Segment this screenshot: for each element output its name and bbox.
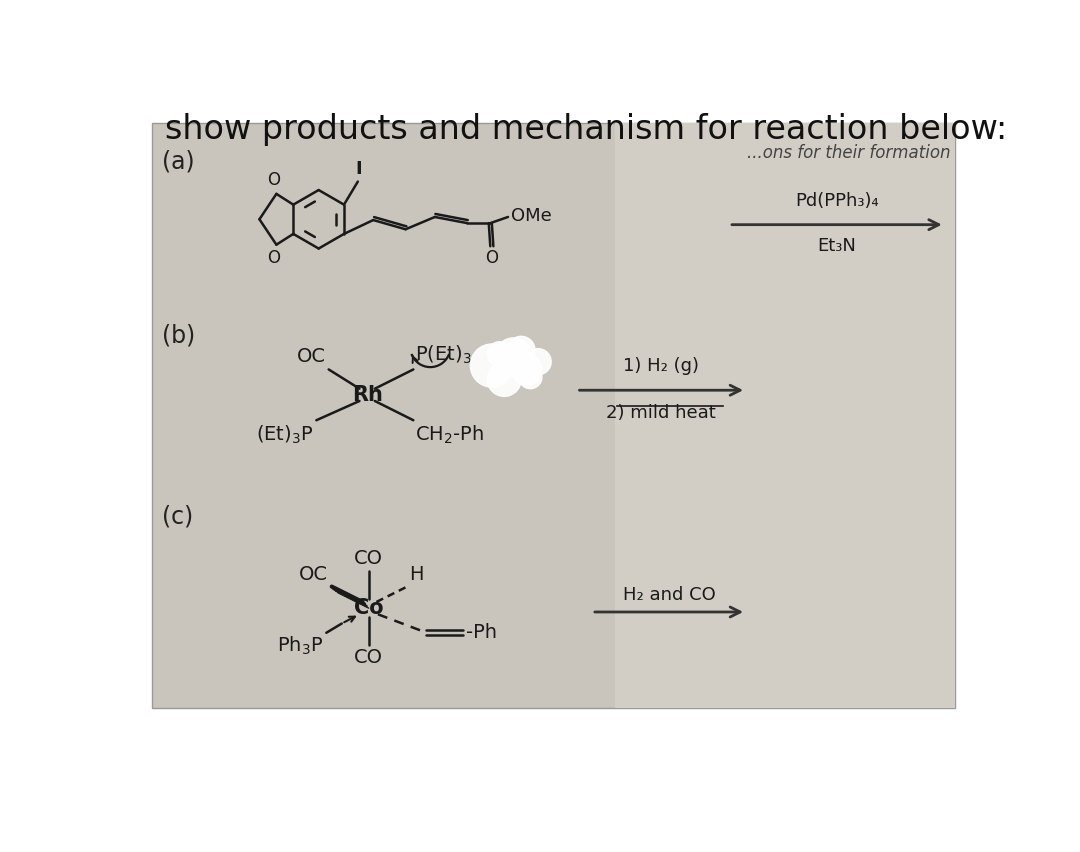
Text: OC: OC <box>299 565 328 584</box>
Text: -Ph: -Ph <box>467 624 498 642</box>
Circle shape <box>508 337 535 364</box>
Text: show products and mechanism for reaction below:: show products and mechanism for reaction… <box>165 113 1008 146</box>
Bar <box>151 123 956 708</box>
Text: Co: Co <box>354 598 383 619</box>
Text: Ph$_3$P: Ph$_3$P <box>278 635 324 658</box>
Text: P(Et)$_3$: P(Et)$_3$ <box>415 344 472 366</box>
Text: Rh: Rh <box>352 385 382 405</box>
Text: OC: OC <box>297 348 325 366</box>
Text: 2) mild heat: 2) mild heat <box>607 404 716 422</box>
Circle shape <box>470 344 513 387</box>
Circle shape <box>487 362 522 396</box>
Text: CH$_2$-Ph: CH$_2$-Ph <box>415 423 484 446</box>
Text: (a): (a) <box>162 150 195 174</box>
Text: (c): (c) <box>162 504 193 528</box>
Text: Et₃N: Et₃N <box>818 237 856 255</box>
Text: (b): (b) <box>162 323 195 348</box>
Text: CO: CO <box>354 648 383 667</box>
Text: I: I <box>355 160 362 178</box>
Text: CO: CO <box>354 549 383 568</box>
Circle shape <box>525 348 551 375</box>
Circle shape <box>495 338 532 375</box>
Bar <box>616 123 956 708</box>
Text: OMe: OMe <box>511 207 552 225</box>
Text: ...ons for their formation: ...ons for their formation <box>746 144 950 162</box>
Text: (Et)$_3$P: (Et)$_3$P <box>256 423 313 446</box>
Circle shape <box>487 342 512 366</box>
Text: H₂ and CO: H₂ and CO <box>623 586 715 604</box>
Text: O: O <box>267 171 280 189</box>
Text: O: O <box>267 250 280 268</box>
Text: H: H <box>409 565 424 584</box>
Circle shape <box>518 366 542 389</box>
Text: O: O <box>485 250 498 268</box>
Circle shape <box>511 354 542 385</box>
Text: Pd(PPh₃)₄: Pd(PPh₃)₄ <box>795 192 879 210</box>
Text: 1) H₂ (g): 1) H₂ (g) <box>623 357 700 375</box>
